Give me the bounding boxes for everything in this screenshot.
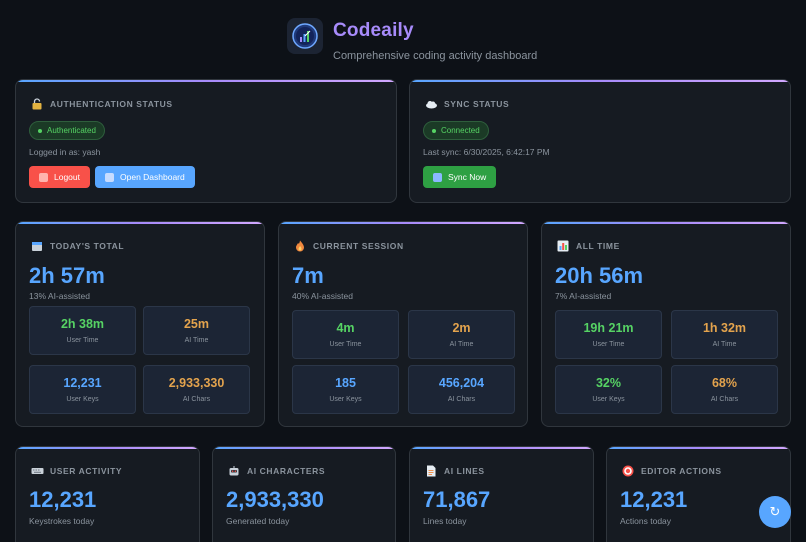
auth-card-title: Authentication Status xyxy=(31,98,173,110)
robot-icon xyxy=(228,465,240,477)
editor-actions-value: 12,231 xyxy=(620,487,688,512)
sync-now-button[interactable]: Sync Now xyxy=(423,166,497,188)
auth-status-card: Authentication Status Authenticated Logg… xyxy=(15,79,397,203)
session-ai-time-tile: 2m AI Time xyxy=(408,310,515,359)
all-time-card: All Time 20h 56m 7% AI-assisted 19h 21m … xyxy=(541,221,791,427)
user-activity-sub: Keystrokes today xyxy=(29,516,95,526)
status-dot xyxy=(432,128,436,133)
ai-lines-value: 71,867 xyxy=(423,487,491,512)
sync-status-card: Sync Status Connected Last sync: 6/30/20… xyxy=(409,79,791,203)
editor-actions-sub: Actions today xyxy=(620,516,672,526)
open-dashboard-button[interactable]: Open Dashboard xyxy=(95,166,195,188)
logged-in-text: Logged in as: yash xyxy=(29,147,101,157)
target-icon xyxy=(622,465,634,477)
current-session-title: Current Session xyxy=(294,240,404,252)
status-dot xyxy=(38,128,42,133)
today-user-time-tile: 2h 38m User Time xyxy=(29,306,136,355)
editor-actions-card: Editor Actions 12,231 Actions today xyxy=(606,446,791,542)
calendar-icon xyxy=(31,240,43,252)
keyboard-icon xyxy=(31,465,44,477)
app-title: Codeaily xyxy=(333,20,414,41)
editor-actions-title: Editor Actions xyxy=(622,465,722,477)
clock-chart-logo-icon xyxy=(287,18,323,54)
ai-characters-title: AI Characters xyxy=(228,465,325,477)
ai-lines-sub: Lines today xyxy=(423,516,467,526)
session-ai-assisted: 40% AI-assisted xyxy=(292,291,353,301)
authenticated-badge: Authenticated xyxy=(29,121,105,140)
user-activity-value: 12,231 xyxy=(29,487,97,512)
alltime-user-keys-tile: 32% User Keys xyxy=(555,365,662,414)
today-user-keys-tile: 12,231 User Keys xyxy=(29,365,136,414)
todays-total-value: 2h 57m xyxy=(29,263,105,288)
door-icon xyxy=(39,172,48,182)
today-ai-chars-tile: 2,933,330 AI Chars xyxy=(143,365,250,414)
today-ai-time-tile: 25m AI Time xyxy=(143,306,250,355)
sync-card-title: Sync Status xyxy=(425,98,509,110)
sync-icon xyxy=(433,172,442,182)
refresh-button[interactable]: ↻ xyxy=(759,496,791,528)
refresh-icon: ↻ xyxy=(769,504,781,519)
all-time-title: All Time xyxy=(557,240,620,252)
fire-icon xyxy=(294,240,306,252)
all-time-ai-assisted: 7% AI-assisted xyxy=(555,291,612,301)
user-activity-card: User Activity 12,231 Keystrokes today xyxy=(15,446,200,542)
ai-lines-title: AI Lines xyxy=(425,465,485,477)
session-user-keys-tile: 185 User Keys xyxy=(292,365,399,414)
connected-badge: Connected xyxy=(423,121,489,140)
alltime-ai-time-tile: 1h 32m AI Time xyxy=(671,310,778,359)
alltime-user-time-tile: 19h 21m User Time xyxy=(555,310,662,359)
cloud-icon xyxy=(425,98,437,110)
all-time-value: 20h 56m xyxy=(555,263,644,288)
app-subtitle: Comprehensive coding activity dashboard xyxy=(333,50,538,62)
bar-chart-icon xyxy=(557,240,569,252)
last-sync-text: Last sync: 6/30/2025, 6:42:17 PM xyxy=(423,147,550,157)
logout-button[interactable]: Logout xyxy=(29,166,90,188)
ai-characters-sub: Generated today xyxy=(226,516,290,526)
chart-icon xyxy=(105,172,114,182)
lock-icon xyxy=(31,98,43,110)
session-ai-chars-tile: 456,204 AI Chars xyxy=(408,365,515,414)
user-activity-title: User Activity xyxy=(31,465,122,477)
todays-total-title: Today's Total xyxy=(31,240,124,252)
todays-ai-assisted: 13% AI-assisted xyxy=(29,291,90,301)
document-icon xyxy=(425,465,437,477)
ai-characters-value: 2,933,330 xyxy=(226,487,324,512)
current-session-value: 7m xyxy=(292,263,324,288)
session-user-time-tile: 4m User Time xyxy=(292,310,399,359)
app-header: Codeaily Comprehensive coding activity d… xyxy=(287,18,537,62)
current-session-card: Current Session 7m 40% AI-assisted 4m Us… xyxy=(278,221,528,427)
ai-characters-card: AI Characters 2,933,330 Generated today xyxy=(212,446,396,542)
alltime-ai-chars-tile: 68% AI Chars xyxy=(671,365,778,414)
todays-total-card: Today's Total 2h 57m 13% AI-assisted 2h … xyxy=(15,221,265,427)
ai-lines-card: AI Lines 71,867 Lines today xyxy=(409,446,594,542)
